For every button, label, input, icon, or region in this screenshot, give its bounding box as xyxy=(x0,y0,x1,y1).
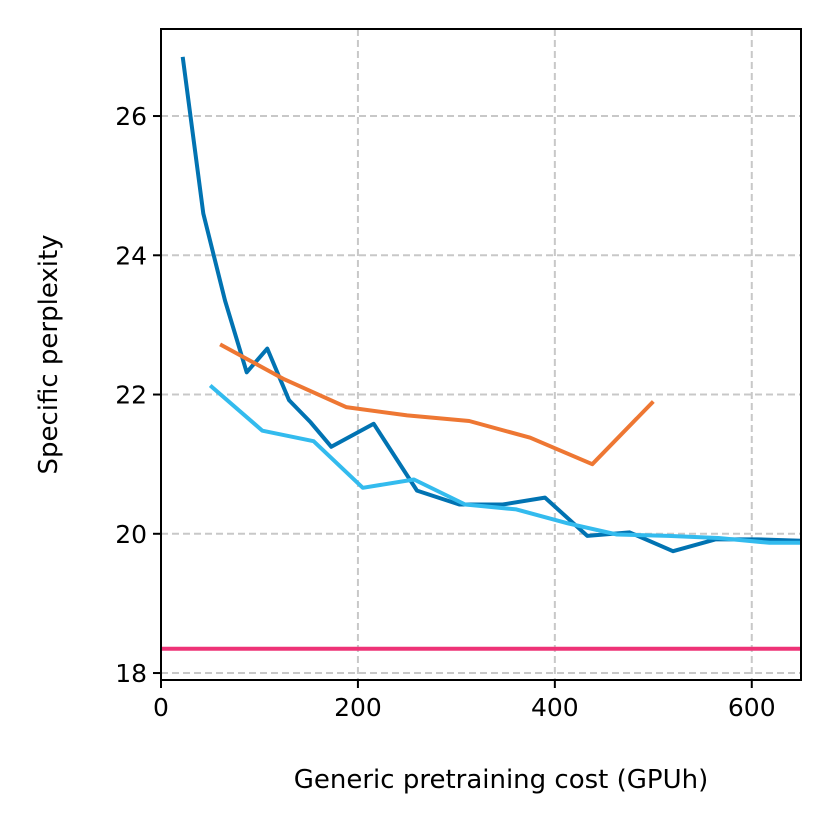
x-axis-title: Generic pretraining cost (GPUh) xyxy=(294,765,709,795)
x-tick-label: 600 xyxy=(728,693,776,722)
x-tick-label: 0 xyxy=(153,693,169,722)
y-tick-label: 18 xyxy=(115,659,147,688)
y-axis-title: Specific perplexity xyxy=(34,234,64,474)
x-tick-label: 400 xyxy=(531,693,579,722)
series-line-dark-blue xyxy=(180,56,802,554)
y-tick-label: 22 xyxy=(115,381,147,410)
grid xyxy=(161,29,801,680)
y-tick-label: 24 xyxy=(115,241,147,270)
x-axis: 0 200 400 600 xyxy=(153,680,776,722)
series-line-orange xyxy=(219,342,655,467)
x-tick-label: 200 xyxy=(334,693,382,722)
y-axis: 18 20 22 24 26 xyxy=(115,102,161,688)
series-group xyxy=(161,56,802,651)
plot-frame xyxy=(160,28,802,681)
y-tick-label: 26 xyxy=(115,102,147,131)
y-tick-label: 20 xyxy=(115,520,147,549)
series-line-light-blue xyxy=(208,383,801,545)
